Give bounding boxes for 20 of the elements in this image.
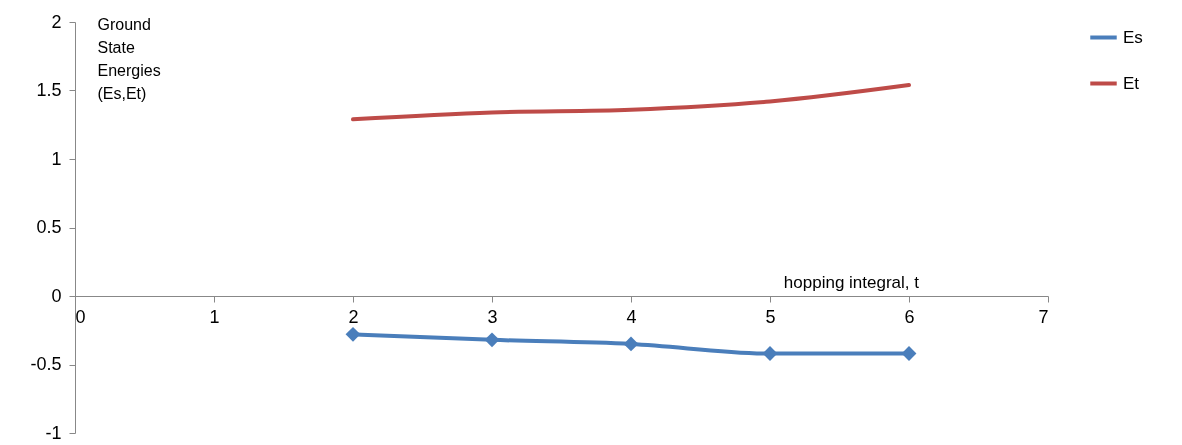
y-tick-label: 1.5: [36, 80, 62, 100]
x-tick-label: 5: [765, 306, 776, 327]
y-tick-label: 2: [51, 11, 62, 32]
x-tick-label: 3: [487, 306, 498, 327]
line-series: [351, 83, 911, 122]
y-axis-title: Ground State Energies (Es,Et): [97, 15, 161, 102]
x-tick-label: 7: [1038, 306, 1049, 327]
y-tick-label: 1: [51, 148, 62, 169]
x-tick-label: 6: [904, 306, 915, 327]
x-tick-label: 1: [209, 306, 220, 327]
y-tick-label: 0.5: [36, 217, 62, 237]
legend-label: Es: [1123, 27, 1143, 47]
x-tick-label: 2: [348, 306, 359, 327]
x-axis-title: hopping integral, t: [783, 272, 920, 292]
y-tick-label: -0.5: [30, 354, 62, 374]
y-tick-label: -1: [45, 422, 62, 443]
x-tick-label: 4: [626, 306, 637, 327]
y-tick-label: 0: [51, 285, 62, 306]
x-tick-label: 0: [75, 306, 86, 327]
legend-label: Et: [1123, 73, 1140, 93]
